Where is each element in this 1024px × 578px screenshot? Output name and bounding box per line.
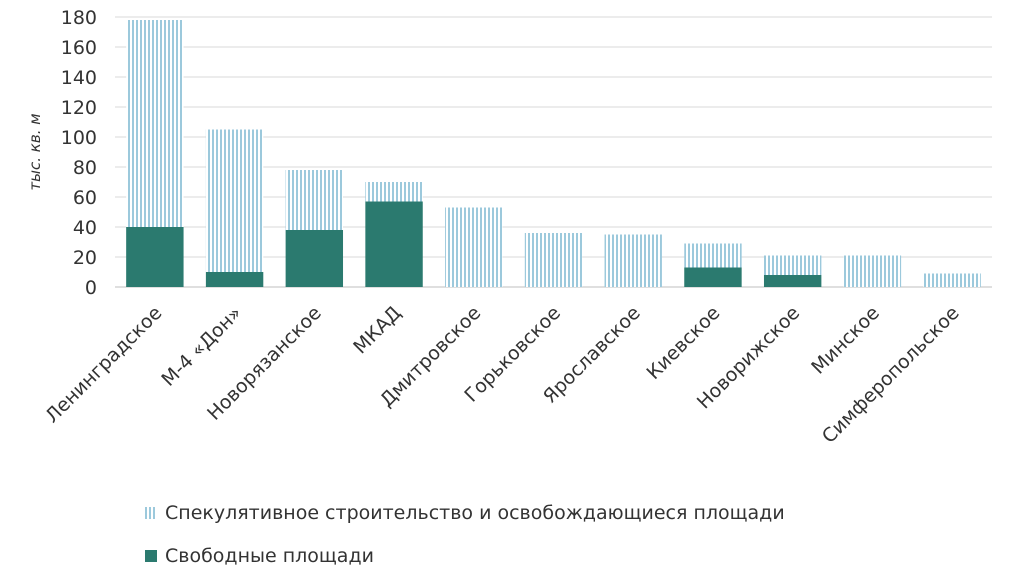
bar-free: [365, 201, 423, 287]
y-tick-label: 20: [73, 247, 97, 269]
y-tick-label: 180: [61, 7, 97, 29]
bar-speculative: [923, 273, 981, 287]
x-tick-label: МКАД: [349, 302, 405, 358]
bar-speculative: [843, 255, 902, 287]
bar-speculative: [205, 129, 264, 272]
legend-swatch-free: [145, 550, 157, 562]
y-tick-label: 140: [61, 67, 97, 89]
bar-speculative: [684, 243, 742, 268]
bar-speculative: [285, 170, 344, 230]
bar-free: [285, 230, 344, 287]
y-tick-label: 40: [73, 217, 97, 239]
bar-free: [763, 275, 822, 287]
y-axis-label: тыс. кв. м: [26, 113, 44, 190]
y-tick-label: 100: [61, 127, 97, 149]
bar-free: [126, 227, 184, 287]
legend-item-speculative: Спекулятивное строительство и освобождаю…: [145, 502, 785, 524]
bar-speculative: [524, 233, 583, 287]
legend-label-speculative: Спекулятивное строительство и освобождаю…: [165, 502, 785, 524]
bar-speculative: [604, 234, 662, 287]
legend-label-free: Свободные площади: [165, 545, 374, 567]
y-tick-labels: 0 20 40 60 80 100 120 140 160 180: [61, 7, 97, 299]
legend-item-free: Свободные площади: [145, 545, 374, 567]
bar-free: [684, 267, 742, 287]
x-tick-label: М-4 «Дон»: [157, 302, 246, 391]
bar-free: [205, 272, 264, 287]
x-tick-label: Ленинградское: [41, 302, 166, 427]
bar-speculative: [763, 255, 822, 275]
y-tick-label: 60: [73, 187, 97, 209]
y-tick-label: 120: [61, 97, 97, 119]
x-tick-label: Симферопольское: [818, 302, 964, 448]
x-tick-label: Киевское: [642, 302, 724, 384]
bar-speculative: [365, 182, 423, 202]
x-tick-label: Минское: [807, 302, 884, 379]
bar-speculative: [126, 20, 184, 227]
legend-swatch-speculative: [145, 507, 157, 519]
y-tick-label: 80: [73, 157, 97, 179]
y-tick-label: 0: [85, 277, 97, 299]
bars: [126, 20, 981, 287]
y-tick-label: 160: [61, 37, 97, 59]
bar-speculative: [445, 207, 503, 287]
